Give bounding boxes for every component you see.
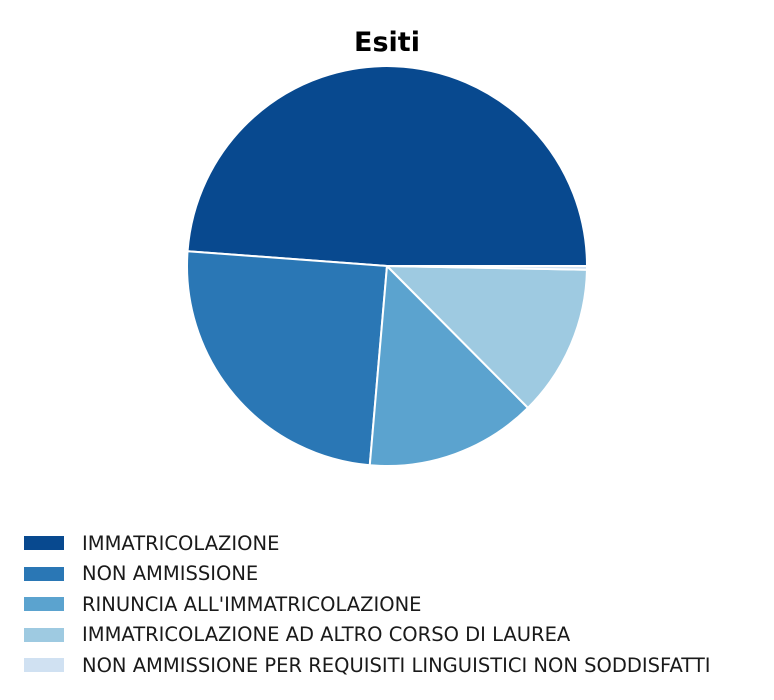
pie-chart	[186, 65, 589, 467]
legend-item: RINUNCIA ALL'IMMATRICOLAZIONE	[24, 589, 711, 620]
legend-swatch	[24, 627, 64, 642]
legend-swatch	[24, 536, 64, 551]
legend-item: NON AMMISSIONE	[24, 559, 711, 590]
legend-item: NON AMMISSIONE PER REQUISITI LINGUISTICI…	[24, 650, 711, 681]
legend-label: IMMATRICOLAZIONE AD ALTRO CORSO DI LAURE…	[82, 623, 571, 647]
pie-slice-4	[386, 265, 588, 409]
chart-title: Esiti	[354, 27, 420, 58]
legend-label: NON AMMISSIONE	[82, 562, 259, 586]
legend-swatch	[24, 658, 64, 673]
legend-item: IMMATRICOLAZIONE AD ALTRO CORSO DI LAURE…	[24, 620, 711, 651]
legend-label: NON AMMISSIONE PER REQUISITI LINGUISTICI…	[82, 653, 711, 677]
pie-slices	[186, 65, 589, 467]
legend-swatch	[24, 566, 64, 581]
legend-swatch	[24, 597, 64, 612]
legend: IMMATRICOLAZIONE NON AMMISSIONE RINUNCIA A…	[24, 528, 711, 681]
pie-slice-5	[386, 265, 589, 271]
pie-slice-1	[186, 65, 588, 267]
legend-label: RINUNCIA ALL'IMMATRICOLAZIONE	[82, 592, 422, 616]
pie-slice-3	[368, 265, 529, 467]
legend-item: IMMATRICOLAZIONE	[24, 528, 711, 559]
pie-slice-2	[186, 250, 388, 467]
legend-label: IMMATRICOLAZIONE	[82, 531, 280, 555]
